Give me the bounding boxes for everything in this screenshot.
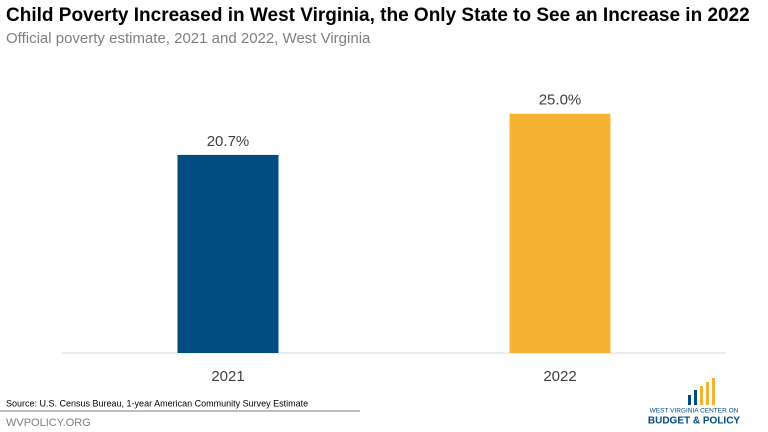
x-tick-label: 2022	[543, 368, 576, 385]
bar	[177, 154, 279, 353]
logo: WEST VIRGINIA CENTER ON BUDGET & POLICY	[648, 378, 741, 427]
bar	[509, 113, 611, 353]
source: Source: U.S. Census Bureau, 1-year Ameri…	[6, 398, 308, 408]
logo-text: WEST VIRGINIA CENTER ON	[650, 408, 739, 415]
value-label: 25.0%	[539, 92, 582, 109]
logo-bar	[694, 390, 697, 405]
chart-title: Child Poverty Increased in West Virginia…	[6, 5, 750, 26]
logo-text: BUDGET & POLICY	[648, 416, 741, 427]
value-label: 20.7%	[207, 133, 250, 150]
chart-subtitle: Official poverty estimate, 2021 and 2022…	[6, 30, 371, 47]
logo-bar	[712, 378, 715, 405]
logo-bar	[706, 382, 709, 405]
x-tick-label: 2021	[211, 368, 244, 385]
logo-bar	[688, 395, 691, 405]
logo-bar	[700, 386, 703, 405]
footer: WVPOLICY.ORG	[6, 417, 91, 429]
